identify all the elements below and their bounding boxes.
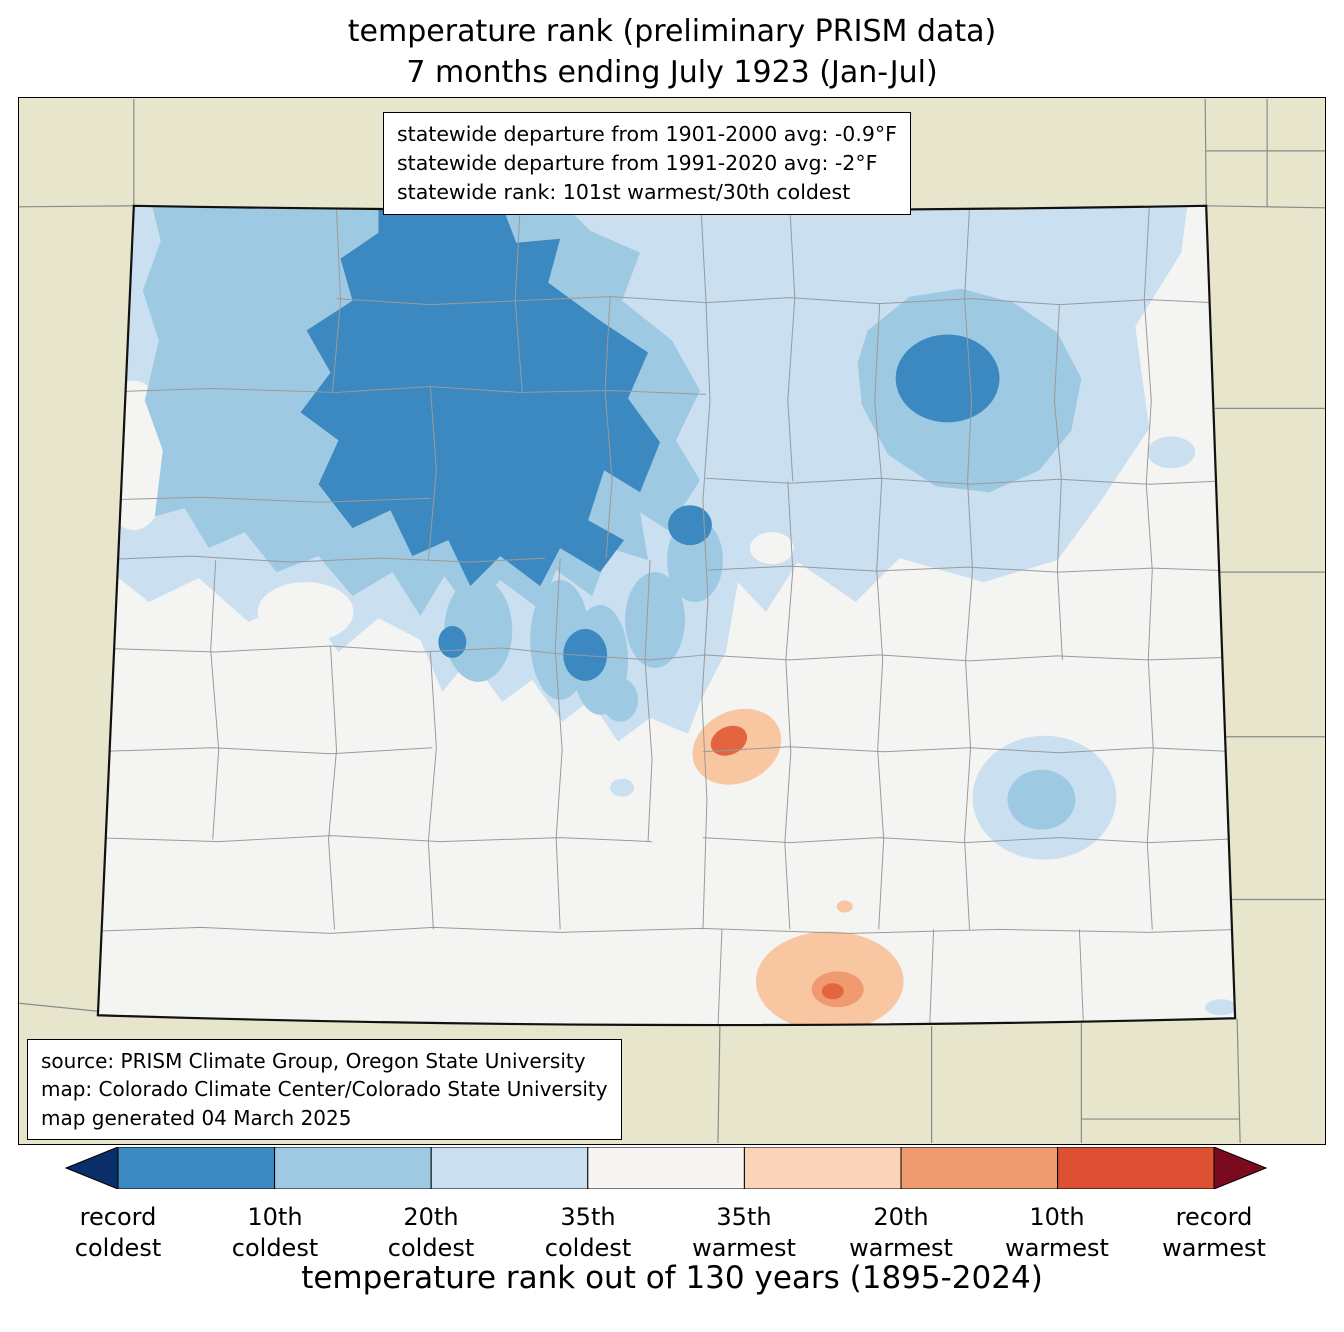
temperature-rank-regions <box>97 205 1236 1026</box>
colorbar-label-record-coldest: record coldest <box>74 1203 162 1262</box>
colorbar-segment-warmest-20 <box>900 1147 1059 1189</box>
stats-line-2: statewide departure from 1991-2020 avg: … <box>397 151 878 176</box>
colorbar-label-10th-warmest: 10th warmest <box>1005 1203 1109 1262</box>
colorbar-label-20th-coldest: 20th coldest <box>387 1203 475 1262</box>
neighbor-state-lines <box>19 98 1325 1144</box>
county-lines <box>97 206 1236 1026</box>
colorbar-segment-warmest-10 <box>1057 1147 1215 1189</box>
warm-region-10th <box>710 725 844 1000</box>
statewide-stats-box: statewide departure from 1901-2000 avg: … <box>383 112 911 216</box>
colorbar-caption: temperature rank out of 130 years (1895-… <box>301 1260 1043 1296</box>
colorbar-segment-coldest-20 <box>274 1147 432 1189</box>
colorbar-label-record-warmest: record warmest <box>1162 1203 1266 1262</box>
colorbar-label-35th-warmest: 35th warmest <box>692 1203 796 1262</box>
source-attribution-box: source: PRISM Climate Group, Oregon Stat… <box>27 1039 622 1141</box>
colorbar-segment-coldest-10 <box>117 1147 276 1189</box>
title-line-1: temperature rank (preliminary PRISM data… <box>347 14 997 49</box>
colorbar-label-35th-coldest: 35th coldest <box>544 1203 632 1262</box>
map-frame <box>18 97 1326 1145</box>
page-title: temperature rank (preliminary PRISM data… <box>0 12 1344 93</box>
colorbar-label-20th-warmest: 20th warmest <box>849 1203 953 1262</box>
title-line-2: 7 months ending July 1923 (Jan-Jul) <box>406 54 938 90</box>
colorbar-label-10th-coldest: 10th coldest <box>231 1203 319 1262</box>
source-line-2: map: Colorado Climate Center/Colorado St… <box>41 1077 608 1102</box>
colorbar-arrow-record-warmest <box>1213 1147 1268 1189</box>
colorbar-segment-warmest-35 <box>743 1147 902 1189</box>
stats-line-1: statewide departure from 1901-2000 avg: … <box>397 122 897 146</box>
source-line-3: map generated 04 March 2025 <box>41 1105 352 1130</box>
source-line-1: source: PRISM Climate Group, Oregon Stat… <box>41 1049 586 1073</box>
colorbar-arrow-record-coldest <box>64 1147 119 1189</box>
temperature-rank-colorbar <box>64 1147 1268 1189</box>
stats-line-3: statewide rank: 101st warmest/30th colde… <box>397 180 851 205</box>
colorbar-segment-coldest-35 <box>430 1147 589 1189</box>
cold-region-10th <box>300 205 1000 681</box>
colorado-map <box>19 98 1325 1144</box>
colorbar-segment-neutral <box>587 1147 745 1189</box>
